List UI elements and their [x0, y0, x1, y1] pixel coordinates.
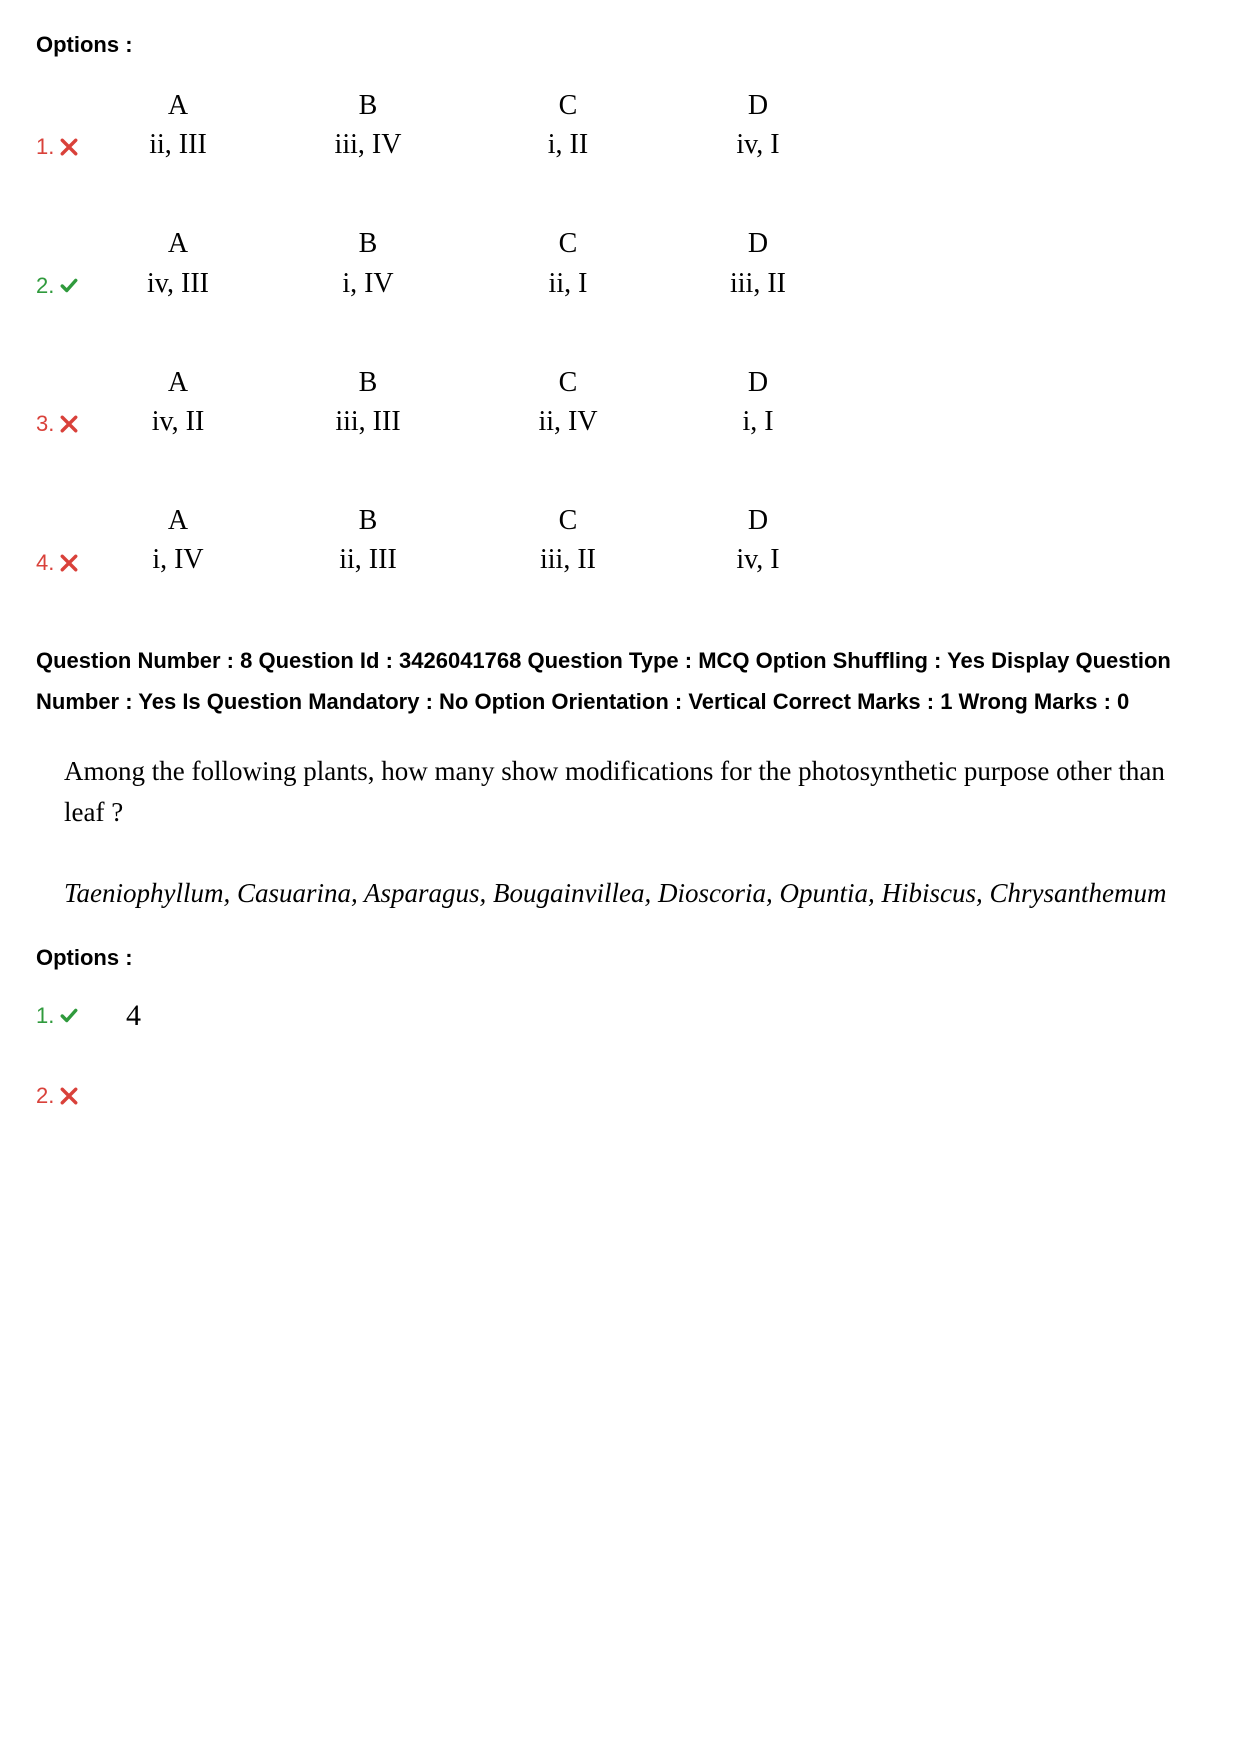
col-header: B — [268, 501, 468, 540]
option-num-text: 3. — [36, 411, 54, 437]
q8-option-1: 1. 4 — [36, 999, 1204, 1033]
wrong-icon — [60, 1087, 78, 1105]
wrong-icon — [60, 554, 78, 572]
col-header: C — [468, 501, 668, 540]
option-number: 1. — [36, 1003, 88, 1033]
option-number: 1. — [36, 134, 88, 164]
option-number: 4. — [36, 550, 88, 580]
option-num-text: 2. — [36, 1083, 54, 1109]
wrong-icon — [60, 138, 78, 156]
col-value: iii, III — [268, 402, 468, 441]
col-value: ii, IV — [468, 402, 668, 441]
col-header: D — [668, 86, 848, 125]
match-table: A B C D iv, III i, IV ii, I iii, II — [88, 224, 848, 302]
col-header: A — [88, 501, 268, 540]
col-value: ii, III — [88, 125, 268, 164]
question-meta: Question Number : 8 Question Id : 342604… — [36, 640, 1204, 724]
col-header: C — [468, 363, 668, 402]
q7-option-2: 2. A B C D iv, III i, IV ii, I iii, II — [36, 224, 1204, 302]
correct-icon — [60, 277, 78, 295]
col-value: i, II — [468, 125, 668, 164]
col-header: D — [668, 224, 848, 263]
option-value: 4 — [88, 999, 141, 1033]
option-num-text: 4. — [36, 550, 54, 576]
col-header: C — [468, 86, 668, 125]
col-header: A — [88, 86, 268, 125]
option-num-text: 1. — [36, 134, 54, 160]
col-header: D — [668, 363, 848, 402]
correct-icon — [60, 1007, 78, 1025]
q7-option-4: 4. A B C D i, IV ii, III iii, II iv, I — [36, 501, 1204, 579]
col-value: ii, I — [468, 264, 668, 303]
question-line2: Taeniophyllum, Casuarina, Asparagus, Bou… — [64, 873, 1204, 914]
option-number: 2. — [36, 273, 88, 303]
options-label: Options : — [36, 32, 1204, 58]
q7-option-1: 1. A B C D ii, III iii, IV i, II iv, I — [36, 86, 1204, 164]
q7-option-3: 3. A B C D iv, II iii, III ii, IV i, I — [36, 363, 1204, 441]
option-number: 2. — [36, 1083, 88, 1113]
col-value: iv, I — [668, 540, 848, 579]
col-value: iv, III — [88, 264, 268, 303]
match-table: A B C D i, IV ii, III iii, II iv, I — [88, 501, 848, 579]
col-header: C — [468, 224, 668, 263]
col-value: i, I — [668, 402, 848, 441]
col-value: iii, II — [468, 540, 668, 579]
options-label: Options : — [36, 945, 1204, 971]
col-value: i, IV — [88, 540, 268, 579]
col-value: i, IV — [268, 264, 468, 303]
option-num-text: 2. — [36, 273, 54, 299]
col-value: iv, II — [88, 402, 268, 441]
col-value: ii, III — [268, 540, 468, 579]
col-value: iii, II — [668, 264, 848, 303]
match-table: A B C D ii, III iii, IV i, II iv, I — [88, 86, 848, 164]
option-number: 3. — [36, 411, 88, 441]
col-header: A — [88, 363, 268, 402]
match-table: A B C D iv, II iii, III ii, IV i, I — [88, 363, 848, 441]
col-header: D — [668, 501, 848, 540]
question-text: Among the following plants, how many sho… — [64, 751, 1204, 913]
question-line1: Among the following plants, how many sho… — [64, 751, 1204, 832]
q8-option-2: 2. — [36, 1083, 1204, 1113]
col-value: iii, IV — [268, 125, 468, 164]
wrong-icon — [60, 415, 78, 433]
col-header: A — [88, 224, 268, 263]
col-value: iv, I — [668, 125, 848, 164]
col-header: B — [268, 363, 468, 402]
col-header: B — [268, 224, 468, 263]
option-num-text: 1. — [36, 1003, 54, 1029]
col-header: B — [268, 86, 468, 125]
